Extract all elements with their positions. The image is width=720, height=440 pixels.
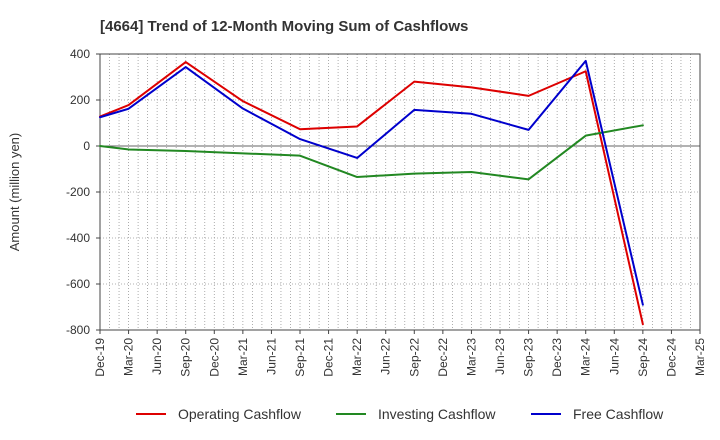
y-axis: 400 200 0 -200 -400 -600 -800 <box>66 47 100 337</box>
x-tick-label: Dec-24 <box>664 338 678 377</box>
y-tick-label: -200 <box>66 185 90 199</box>
y-tick-label: 200 <box>70 93 90 107</box>
series-lines <box>99 59 644 326</box>
x-tick-label: Jun-20 <box>150 338 164 375</box>
x-tick-label: Mar-22 <box>350 338 364 376</box>
x-tick-label: Jun-24 <box>607 338 621 375</box>
x-tick-label: Mar-25 <box>693 338 707 376</box>
legend: Operating Cashflow Investing Cashflow Free… <box>136 406 664 422</box>
x-tick-label: Mar-23 <box>464 338 478 376</box>
y-tick-label: 0 <box>83 139 90 153</box>
x-tick-label: Mar-20 <box>122 338 136 376</box>
x-tick-label: Dec-19 <box>93 338 107 377</box>
legend-label: Operating Cashflow <box>178 406 302 422</box>
x-tick-label: Sep-21 <box>293 338 307 377</box>
x-tick-label: Sep-22 <box>407 338 421 377</box>
y-tick-label: -600 <box>66 277 90 291</box>
x-axis: Dec-19 Mar-20 Jun-20 Sep-20 Dec-20 Mar-21 Jun-… <box>93 330 707 377</box>
series-line-investing-cashflow <box>99 124 644 181</box>
y-tick-label: 400 <box>70 47 90 61</box>
x-tick-label: Dec-22 <box>436 338 450 377</box>
series-line-free-cashflow <box>99 59 644 306</box>
x-tick-label: Mar-21 <box>236 338 250 376</box>
legend-label: Free Cashflow <box>573 406 664 422</box>
x-tick-label: Dec-23 <box>550 338 564 377</box>
y-tick-label: -800 <box>66 323 90 337</box>
x-tick-label: Dec-21 <box>322 338 336 377</box>
x-tick-label: Jun-23 <box>493 338 507 375</box>
y-axis-label: Amount (million yen) <box>7 133 22 252</box>
legend-label: Investing Cashflow <box>378 406 496 422</box>
x-tick-label: Jun-22 <box>379 338 393 375</box>
x-tick-label: Sep-23 <box>522 338 536 377</box>
x-tick-label: Sep-24 <box>636 338 650 377</box>
x-tick-label: Mar-24 <box>579 338 593 376</box>
series-line-operating-cashflow <box>99 61 644 326</box>
x-tick-label: Jun-21 <box>264 338 278 375</box>
grid <box>100 54 700 330</box>
y-tick-label: -400 <box>66 231 90 245</box>
x-tick-label: Dec-20 <box>207 338 221 377</box>
chart-title: [4664] Trend of 12-Month Moving Sum of C… <box>100 18 468 35</box>
x-tick-label: Sep-20 <box>179 338 193 377</box>
